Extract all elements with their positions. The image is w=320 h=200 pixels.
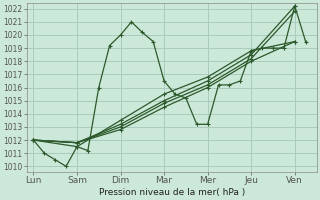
- X-axis label: Pression niveau de la mer( hPa ): Pression niveau de la mer( hPa ): [99, 188, 245, 197]
